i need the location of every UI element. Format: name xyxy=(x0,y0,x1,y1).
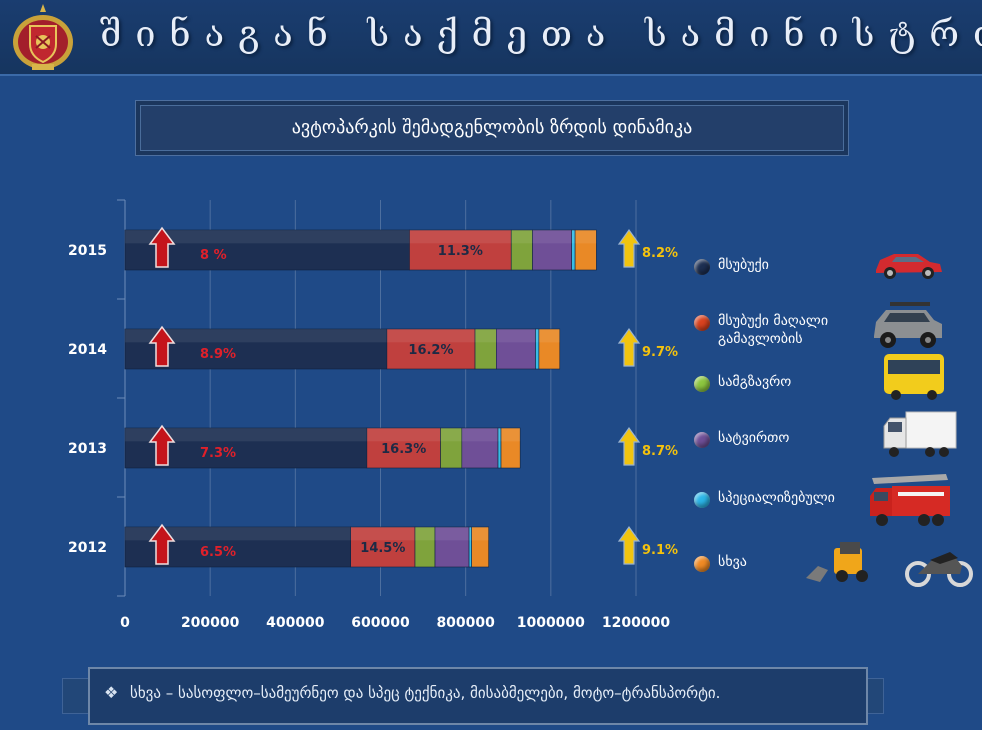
red-growth-label: 7.3% xyxy=(200,446,236,461)
category-label: 2012 xyxy=(68,540,107,556)
bar-highlight xyxy=(409,230,512,244)
bar-highlight xyxy=(511,230,533,244)
bar-segment xyxy=(124,229,410,271)
x-tick-label: 600000 xyxy=(351,615,410,631)
x-tick-label: 200000 xyxy=(181,615,240,631)
yellow-growth-label: 9.1% xyxy=(642,543,678,558)
data-label: 11.3% xyxy=(438,244,483,259)
legend-swatch xyxy=(694,376,710,392)
x-tick-label: 0 xyxy=(120,615,130,631)
category-label: 2015 xyxy=(68,243,107,259)
bar-highlight xyxy=(535,329,539,343)
bar-highlight xyxy=(125,230,410,244)
red-growth-arrow xyxy=(148,523,176,565)
ministry-name: შინაგან საქმეთა სამინისტრო xyxy=(100,14,982,55)
legend-swatch xyxy=(694,432,710,448)
bar-highlight xyxy=(538,329,560,343)
legend-label: სპეციალიზებული xyxy=(718,490,835,506)
yellow-growth-label: 9.7% xyxy=(642,345,678,360)
truck-icon xyxy=(883,411,957,457)
bar-highlight xyxy=(414,527,436,541)
legend-label: მსუბუქი მაღალი გამავლობის xyxy=(718,313,829,347)
passenger-car-icon xyxy=(876,254,942,279)
bar-highlight xyxy=(498,428,502,442)
legend-swatch xyxy=(694,556,710,572)
bus-icon xyxy=(884,354,944,400)
yellow-growth-arrow xyxy=(617,327,641,367)
category-label: 2014 xyxy=(68,342,107,358)
bar-highlight xyxy=(435,527,470,541)
bar-highlight xyxy=(571,230,576,244)
x-tick-label: 1000000 xyxy=(517,615,585,631)
bar-segment xyxy=(538,328,561,370)
header-banner: შინაგან საქმეთა სამინისტრო xyxy=(0,0,982,76)
chart-title-box: ავტოპარკის შემადგენლობის ზრდის დინამიკა xyxy=(135,100,849,156)
red-growth-arrow xyxy=(148,226,176,268)
data-label: 16.3% xyxy=(381,442,426,457)
bar-segment xyxy=(409,229,512,271)
suv-icon xyxy=(874,302,942,348)
x-tick-label: 800000 xyxy=(436,615,495,631)
bar-highlight xyxy=(350,527,415,541)
footnote-box: ❖ სხვა – სასოფლო–სამეურნეო და სპეც ტექნი… xyxy=(88,667,868,725)
bar-segment xyxy=(386,328,476,370)
bar-highlight xyxy=(125,527,351,541)
yellow-growth-arrow xyxy=(617,228,641,268)
loader-icon xyxy=(806,542,868,582)
bar-segment xyxy=(461,427,499,469)
footnote-text: სხვა – სასოფლო–სამეურნეო და სპეც ტექნიკა… xyxy=(130,684,721,702)
red-growth-label: 8 % xyxy=(200,248,227,263)
bar-segment xyxy=(496,328,536,370)
legend-label: სხვა xyxy=(718,554,747,570)
bar-segment xyxy=(366,427,441,469)
red-growth-label: 8.9% xyxy=(200,347,236,362)
chart-bars xyxy=(124,226,641,568)
bar-highlight xyxy=(386,329,476,343)
yellow-growth-label: 8.7% xyxy=(642,444,678,459)
fire-truck-icon xyxy=(870,474,950,526)
bar-segment xyxy=(574,229,597,271)
x-tick-label: 1200000 xyxy=(602,615,670,631)
georgian-coat-of-arms-icon xyxy=(13,4,73,70)
bar-highlight xyxy=(366,428,441,442)
yellow-growth-label: 8.2% xyxy=(642,246,678,261)
x-tick-label: 400000 xyxy=(266,615,325,631)
bar-highlight xyxy=(501,428,521,442)
bar-segment xyxy=(471,526,489,568)
bar-highlight xyxy=(475,329,497,343)
yellow-growth-arrow xyxy=(617,426,641,466)
bar-highlight xyxy=(440,428,462,442)
bar-segment xyxy=(500,427,521,469)
bar-segment xyxy=(350,526,416,568)
bar-segment xyxy=(532,229,572,271)
bar-segment xyxy=(434,526,470,568)
bar-highlight xyxy=(125,329,387,343)
footnote-bullet: ❖ xyxy=(104,683,119,702)
bar-highlight xyxy=(469,527,472,541)
legend-label: სამგზავრო xyxy=(718,374,792,390)
bar-highlight xyxy=(496,329,536,343)
legend-swatch xyxy=(694,315,710,331)
motorcycle-icon xyxy=(905,552,973,587)
bar-highlight xyxy=(125,428,367,442)
data-label: 16.2% xyxy=(408,343,453,358)
bar-highlight xyxy=(575,230,597,244)
legend-swatch xyxy=(694,492,710,508)
chart-title: ავტოპარკის შემადგენლობის ზრდის დინამიკა xyxy=(291,117,693,138)
legend-label: მსუბუქი xyxy=(718,257,769,273)
legend-label: სატვირთო xyxy=(718,430,790,446)
chart-labels: 0 200000 400000 600000 800000 1000000 1200000 2… xyxy=(68,243,678,631)
bar-highlight xyxy=(532,230,572,244)
bar-highlight xyxy=(471,527,489,541)
data-label: 14.5% xyxy=(360,541,405,556)
yellow-growth-arrow xyxy=(617,525,641,565)
red-growth-label: 6.5% xyxy=(200,545,236,560)
red-growth-arrow xyxy=(148,424,176,466)
bar-highlight xyxy=(461,428,499,442)
red-growth-arrow xyxy=(148,325,176,367)
legend-swatch xyxy=(694,259,710,275)
category-label: 2013 xyxy=(68,441,107,457)
